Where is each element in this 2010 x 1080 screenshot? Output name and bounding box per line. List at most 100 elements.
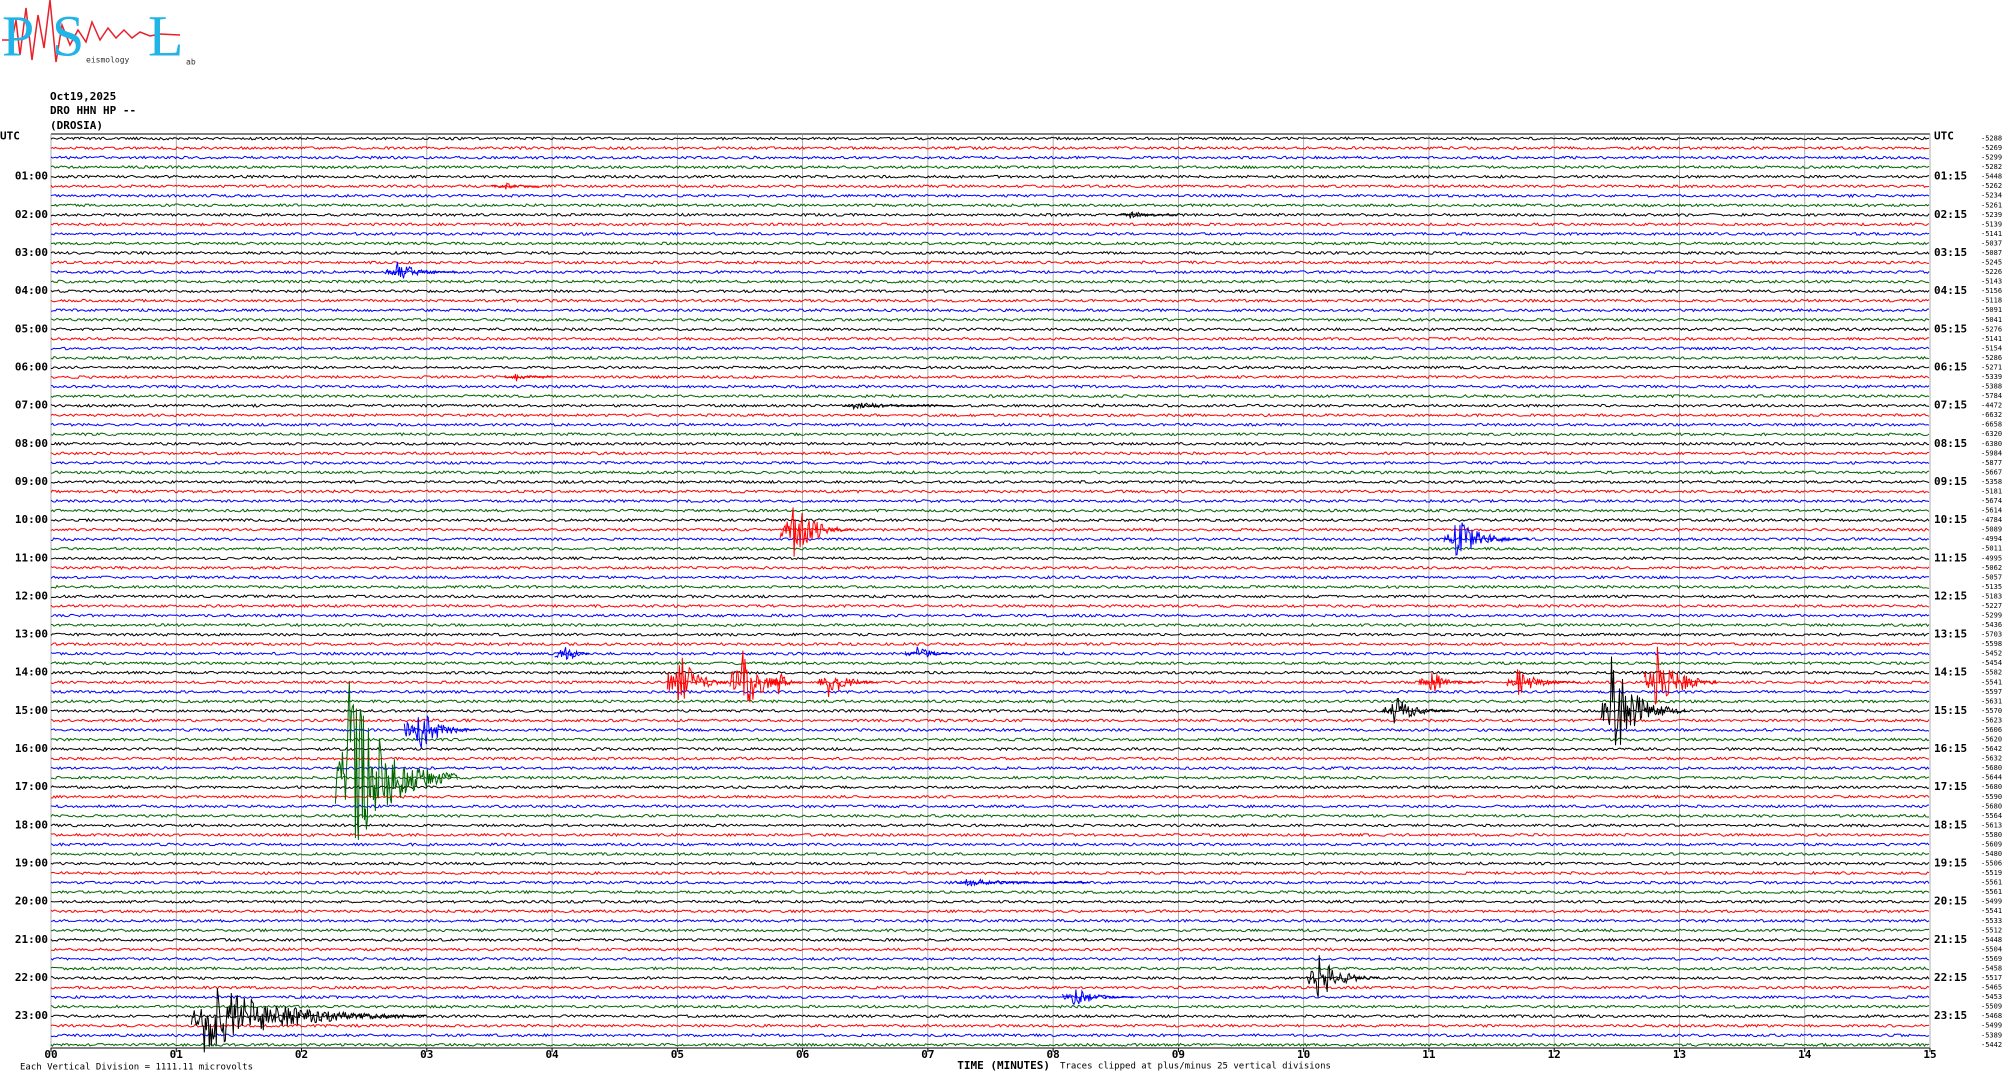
offset-label: -5288 — [1981, 135, 2002, 143]
trace — [50, 870, 1930, 876]
trace — [50, 794, 1930, 799]
hour-label-right: 17:15 — [1934, 780, 1967, 793]
offset-label: -5234 — [1981, 192, 2002, 200]
offset-label: -5271 — [1981, 363, 2002, 371]
offset-label: -5561 — [1981, 879, 2002, 887]
seismic-event — [1643, 646, 1717, 705]
hour-label-right: 09:15 — [1934, 475, 1967, 488]
trace — [51, 975, 1930, 981]
offset-label: -5181 — [1981, 487, 2002, 495]
offset-label: -5436 — [1981, 621, 2002, 629]
offset-label: -5245 — [1981, 259, 2002, 267]
offset-label: -5509 — [1981, 1003, 2002, 1011]
x-tick-label: 08 — [1047, 1048, 1060, 1061]
trace — [50, 708, 1930, 714]
trace — [50, 1023, 1930, 1028]
trace — [50, 250, 1930, 256]
x-tick-label: 15 — [1923, 1048, 1936, 1061]
trace — [50, 298, 1930, 303]
offset-label: -5620 — [1981, 736, 2002, 744]
trace — [50, 804, 1930, 809]
hour-label: 08:00 — [15, 437, 48, 450]
trace — [50, 451, 1930, 456]
trace — [50, 727, 1930, 733]
seismic-event — [1061, 989, 1135, 1006]
hour-label-right: 10:15 — [1934, 513, 1967, 526]
hour-label: 19:00 — [15, 857, 48, 870]
seismic-event — [385, 261, 458, 279]
trace — [50, 575, 1930, 580]
x-tick-label: 04 — [545, 1048, 559, 1061]
offset-label: -5141 — [1981, 335, 2002, 343]
offset-label: -6658 — [1981, 421, 2002, 429]
hour-label-right: 14:15 — [1934, 666, 1967, 679]
hour-label: 15:00 — [15, 704, 48, 717]
hour-label: 09:00 — [15, 475, 48, 488]
trace — [50, 994, 1930, 1000]
seismic-event — [666, 657, 728, 701]
offset-label: -5454 — [1981, 659, 2002, 667]
offset-label: -5533 — [1981, 917, 2002, 925]
hour-label-right: 11:15 — [1934, 551, 1967, 564]
trace — [50, 661, 1930, 666]
x-tick-label: 05 — [671, 1048, 684, 1061]
trace — [50, 527, 1930, 532]
seismic-event — [190, 988, 427, 1053]
hour-label-right: 02:15 — [1934, 208, 1967, 221]
trace — [50, 317, 1930, 322]
offset-label: -5452 — [1981, 650, 2002, 658]
trace — [50, 784, 1930, 790]
offset-label: -4995 — [1981, 554, 2002, 562]
offset-label: -5389 — [1981, 1031, 2002, 1039]
offset-label: -5680 — [1981, 802, 2002, 810]
seismic-event — [1380, 697, 1454, 724]
hour-label: 22:00 — [15, 971, 48, 984]
trace — [50, 203, 1930, 208]
trace — [50, 622, 1930, 628]
offset-label: -5154 — [1981, 344, 2002, 352]
offset-label: -5141 — [1981, 230, 2002, 238]
seismic-event — [955, 878, 1091, 887]
trace — [50, 813, 1929, 818]
trace — [50, 441, 1930, 446]
offset-label: -5561 — [1981, 888, 2002, 896]
trace — [50, 1013, 1930, 1019]
offset-label: -5135 — [1981, 583, 2002, 591]
trace — [50, 937, 1930, 943]
trace — [50, 517, 1930, 523]
hour-label-right: 21:15 — [1934, 933, 1967, 946]
trace — [50, 746, 1930, 752]
offset-label: -5089 — [1981, 526, 2002, 534]
offset-label: -5037 — [1981, 239, 2002, 247]
trace — [50, 651, 1930, 656]
offset-label: -5644 — [1981, 774, 2002, 782]
offset-label: -5613 — [1981, 821, 2002, 829]
trace — [50, 193, 1930, 198]
seismic-event — [767, 672, 803, 695]
trace — [50, 241, 1930, 246]
trace — [50, 565, 1930, 570]
seismic-event — [904, 646, 953, 658]
trace — [50, 413, 1930, 418]
trace — [50, 155, 1929, 160]
offset-label: -5468 — [1981, 1012, 2002, 1020]
offset-label: -5143 — [1981, 278, 2002, 286]
trace — [50, 947, 1930, 952]
hour-label-right: 06:15 — [1934, 360, 1967, 373]
offset-label: -5139 — [1981, 220, 2002, 228]
hour-label-right: 20:15 — [1934, 895, 1967, 908]
trace — [50, 699, 1930, 704]
trace — [50, 641, 1929, 647]
offset-label: -5299 — [1981, 612, 2002, 620]
seismic-event — [1443, 522, 1530, 556]
hour-label: 20:00 — [15, 895, 48, 908]
offset-label: -5041 — [1981, 316, 2002, 324]
offset-label: -5877 — [1981, 459, 2002, 467]
offset-label: -4472 — [1981, 402, 2002, 410]
clip-note: Traces clipped at plus/minus 25 vertical… — [1060, 1062, 1331, 1072]
hour-label-right: 01:15 — [1934, 170, 1967, 183]
offset-label: -5499 — [1981, 1022, 2002, 1030]
trace — [50, 1004, 1930, 1009]
hour-label: 13:00 — [15, 628, 48, 641]
